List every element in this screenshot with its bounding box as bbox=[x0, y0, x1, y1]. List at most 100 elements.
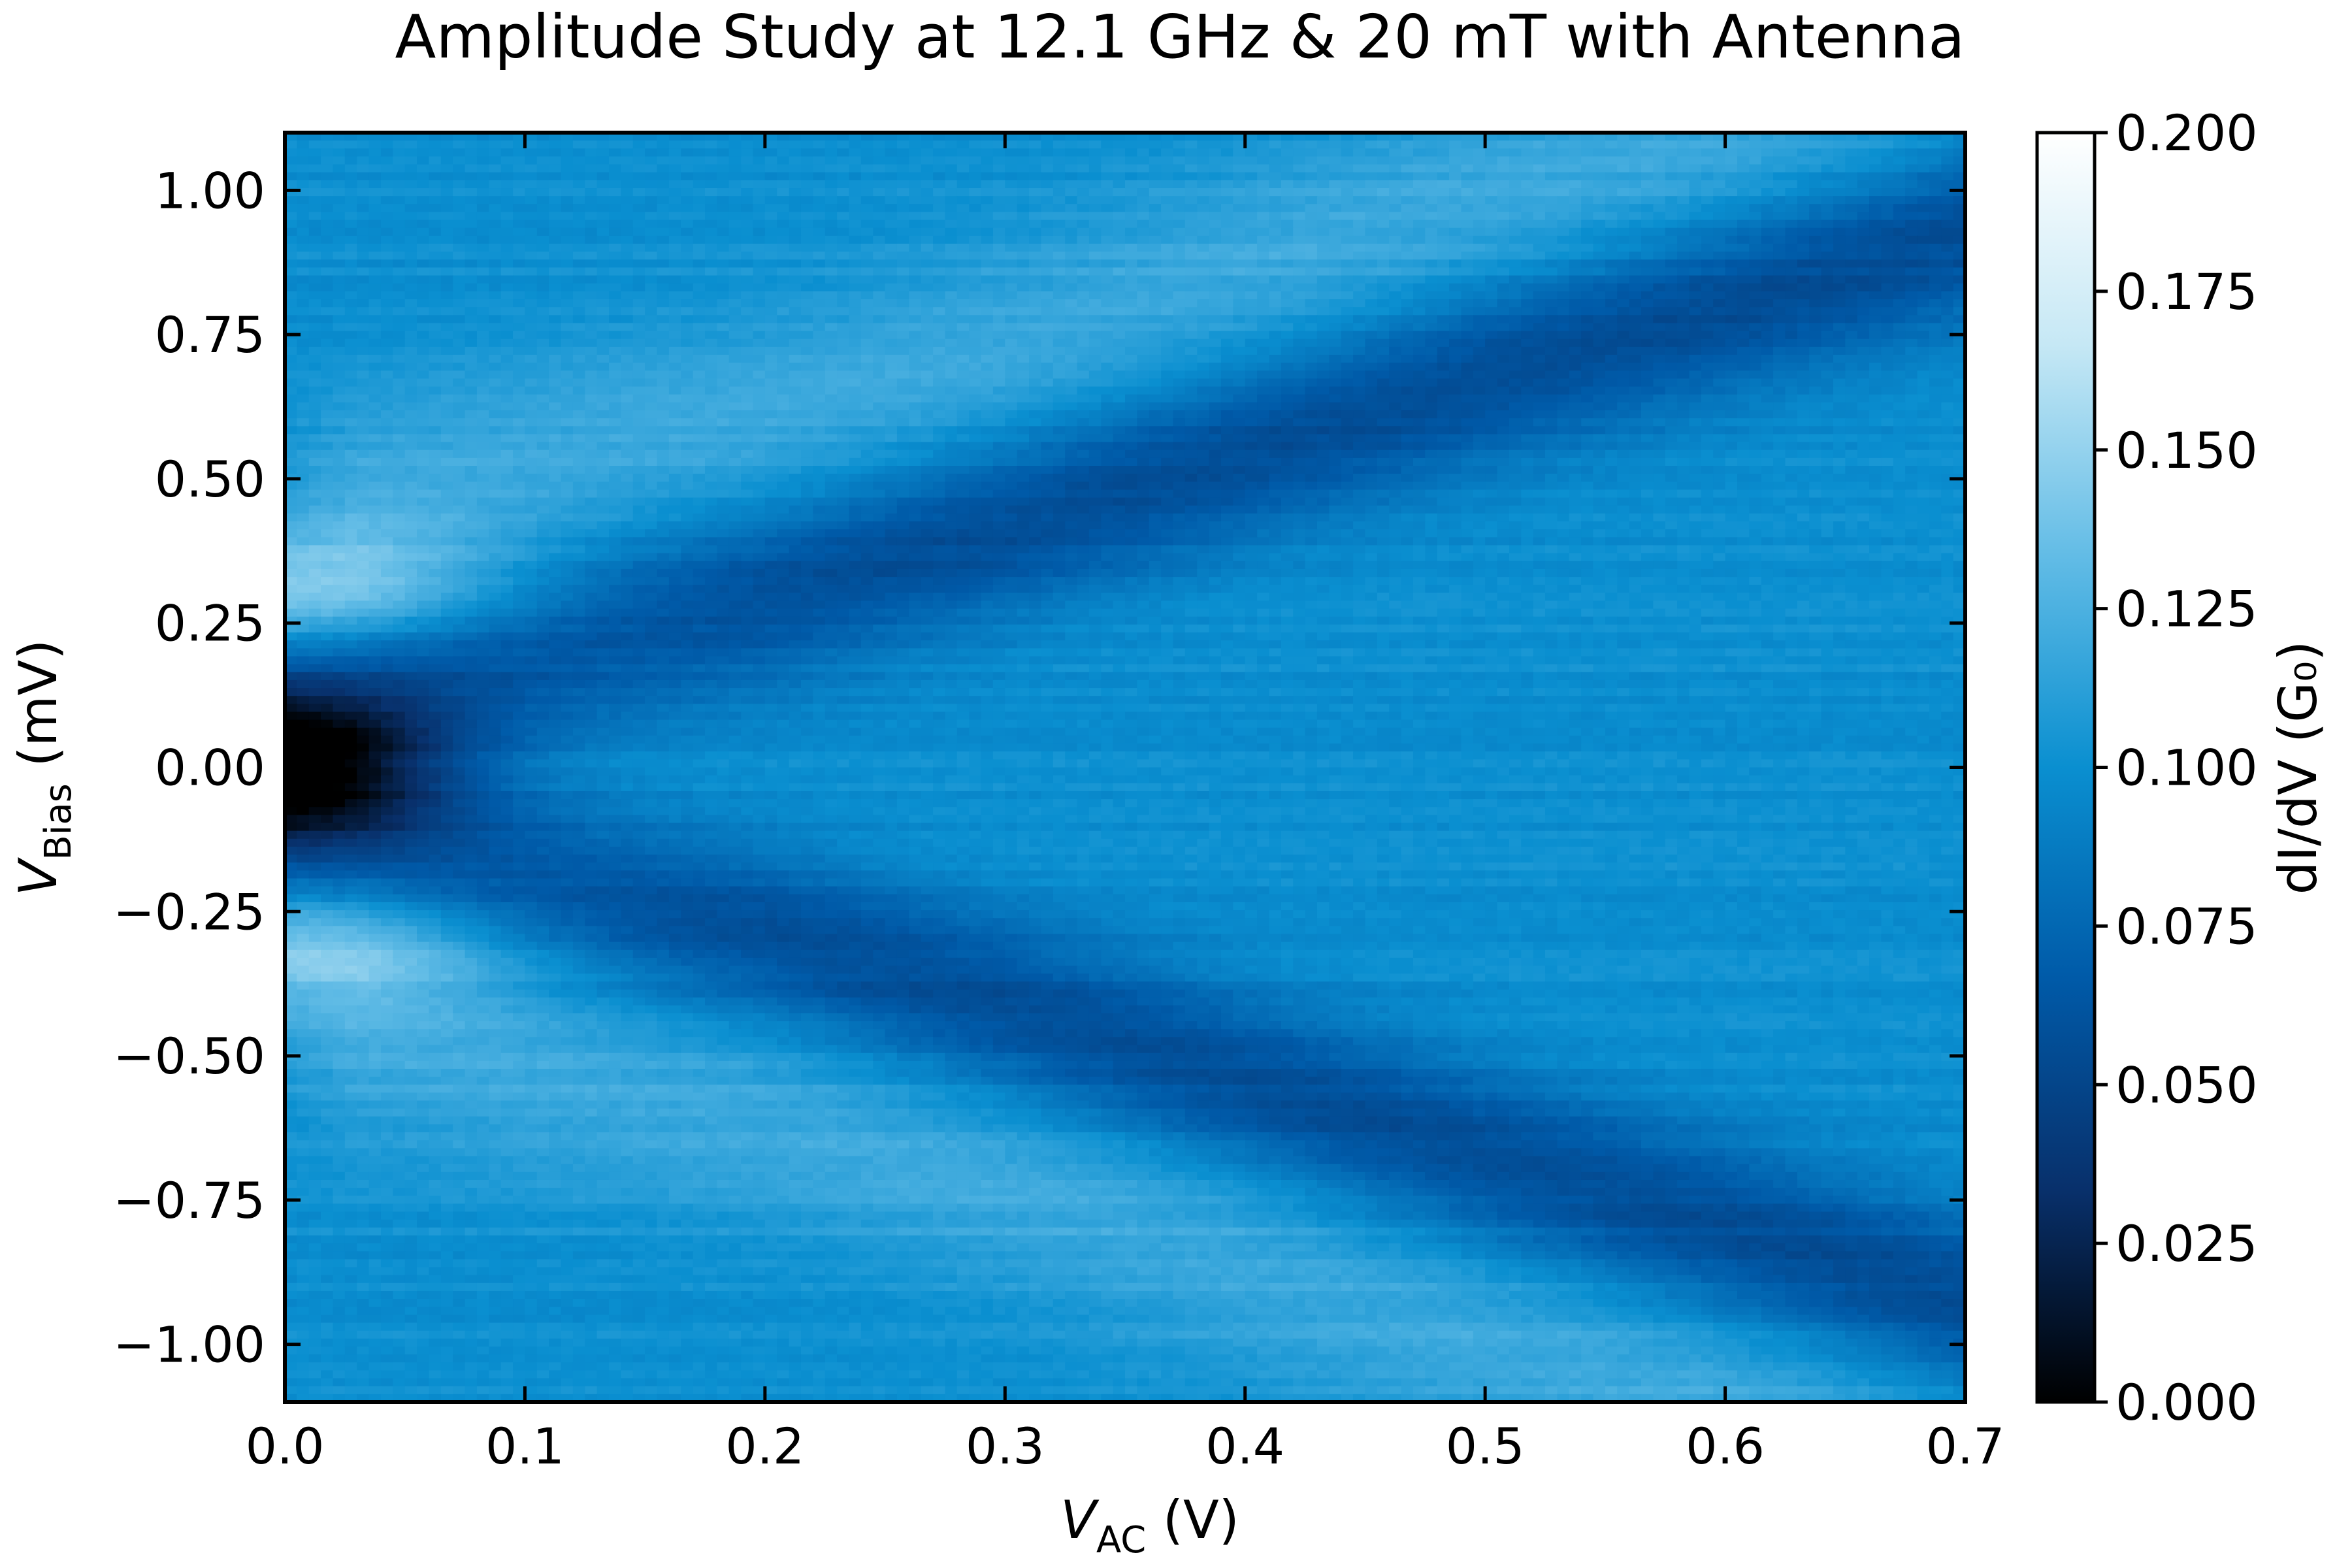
heatmap-cell bbox=[1845, 402, 1858, 411]
heatmap-cell bbox=[440, 410, 453, 419]
heatmap-cell bbox=[969, 140, 982, 150]
heatmap-cell bbox=[981, 338, 994, 348]
heatmap-cell bbox=[561, 235, 574, 244]
heatmap-cell bbox=[561, 394, 574, 403]
heatmap-cell bbox=[1029, 133, 1042, 141]
heatmap-cell bbox=[1316, 148, 1330, 157]
heatmap-cell bbox=[1065, 355, 1078, 363]
heatmap-cell bbox=[585, 283, 598, 292]
heatmap-cell bbox=[380, 394, 394, 403]
heatmap-cell bbox=[1809, 346, 1822, 355]
heatmap-cell bbox=[969, 212, 982, 221]
heatmap-cell bbox=[1473, 148, 1486, 157]
heatmap-cell bbox=[585, 180, 598, 189]
heatmap-cell bbox=[344, 299, 358, 308]
heatmap-cell bbox=[1761, 331, 1774, 340]
heatmap-cell bbox=[1749, 370, 1762, 380]
heatmap-cell bbox=[404, 156, 417, 165]
heatmap-cell bbox=[1569, 315, 1582, 324]
heatmap-cell bbox=[1953, 299, 1966, 308]
heatmap-cell bbox=[1485, 331, 1498, 340]
heatmap-cell bbox=[1173, 338, 1186, 348]
heatmap-cell bbox=[1005, 346, 1018, 355]
heatmap-cell bbox=[1941, 235, 1954, 244]
heatmap-cell bbox=[561, 307, 574, 316]
heatmap-cell bbox=[561, 275, 574, 284]
heatmap-cell bbox=[1545, 394, 1558, 403]
heatmap-cell bbox=[1665, 220, 1678, 229]
heatmap-cell bbox=[777, 172, 790, 181]
heatmap-cell bbox=[837, 331, 850, 340]
heatmap-cell bbox=[1557, 148, 1570, 157]
heatmap-cell bbox=[1281, 275, 1294, 284]
heatmap-cell bbox=[1173, 299, 1186, 308]
heatmap-cell bbox=[1161, 196, 1174, 205]
heatmap-cell bbox=[777, 227, 790, 237]
heatmap-cell bbox=[1173, 323, 1186, 332]
heatmap-cell bbox=[849, 275, 862, 284]
heatmap-cell bbox=[1401, 355, 1414, 363]
heatmap-cell bbox=[1377, 331, 1390, 340]
heatmap-cell bbox=[1389, 259, 1402, 269]
heatmap-cell bbox=[1341, 355, 1354, 363]
heatmap-cell bbox=[777, 355, 790, 363]
heatmap-cell bbox=[1220, 370, 1234, 380]
heatmap-cell bbox=[849, 402, 862, 411]
heatmap-cell bbox=[741, 148, 754, 157]
heatmap-cell bbox=[536, 394, 549, 403]
heatmap-cell bbox=[800, 220, 814, 229]
heatmap-cell bbox=[621, 363, 634, 372]
heatmap-cell bbox=[645, 220, 658, 229]
heatmap-cell bbox=[596, 220, 610, 229]
heatmap-cell bbox=[285, 346, 298, 355]
heatmap-cell bbox=[357, 315, 370, 324]
heatmap-cell bbox=[800, 410, 814, 419]
heatmap-cell bbox=[1557, 323, 1570, 332]
heatmap-cell bbox=[536, 227, 549, 237]
heatmap-cell bbox=[609, 220, 622, 229]
heatmap-cell bbox=[1065, 204, 1078, 213]
heatmap-cell bbox=[1545, 402, 1558, 411]
heatmap-cell bbox=[440, 133, 453, 141]
heatmap-cell bbox=[1161, 394, 1174, 403]
heatmap-cell bbox=[1473, 252, 1486, 261]
heatmap-cell bbox=[1557, 259, 1570, 269]
heatmap-cell bbox=[933, 172, 946, 181]
heatmap-cell bbox=[1305, 338, 1318, 348]
heatmap-cell bbox=[1857, 252, 1870, 261]
heatmap-cell bbox=[333, 402, 346, 411]
heatmap-cell bbox=[1941, 227, 1954, 237]
heatmap-cell bbox=[525, 172, 538, 181]
heatmap-cell bbox=[1761, 172, 1774, 181]
heatmap-cell bbox=[417, 331, 430, 340]
heatmap-cell bbox=[777, 299, 790, 308]
heatmap-cell bbox=[1389, 188, 1402, 197]
heatmap-cell bbox=[896, 291, 910, 300]
heatmap-cell bbox=[525, 227, 538, 237]
heatmap-cell bbox=[1545, 212, 1558, 221]
heatmap-cell bbox=[1797, 267, 1810, 276]
heatmap-cell bbox=[909, 220, 922, 229]
heatmap-cell bbox=[1113, 410, 1126, 419]
heatmap-cell bbox=[956, 133, 970, 141]
heatmap-cell bbox=[596, 370, 610, 380]
heatmap-cell bbox=[621, 378, 634, 387]
heatmap-cell bbox=[909, 346, 922, 355]
heatmap-cell bbox=[1869, 164, 1882, 173]
heatmap-cell bbox=[476, 315, 490, 324]
heatmap-cell bbox=[585, 172, 598, 181]
heatmap-cell bbox=[1533, 315, 1546, 324]
heatmap-cell bbox=[1257, 291, 1270, 300]
heatmap-cell bbox=[1929, 164, 1942, 173]
heatmap-cell bbox=[1005, 315, 1018, 324]
heatmap-cell bbox=[465, 394, 478, 403]
heatmap-cell bbox=[1101, 204, 1114, 213]
heatmap-cell bbox=[933, 299, 946, 308]
heatmap-cell bbox=[1749, 148, 1762, 157]
heatmap-cell bbox=[1593, 355, 1606, 363]
heatmap-cell bbox=[525, 164, 538, 173]
heatmap-cell bbox=[1161, 156, 1174, 165]
heatmap-cell bbox=[1797, 140, 1810, 150]
heatmap-cell bbox=[1845, 363, 1858, 372]
heatmap-cell bbox=[1245, 180, 1258, 189]
